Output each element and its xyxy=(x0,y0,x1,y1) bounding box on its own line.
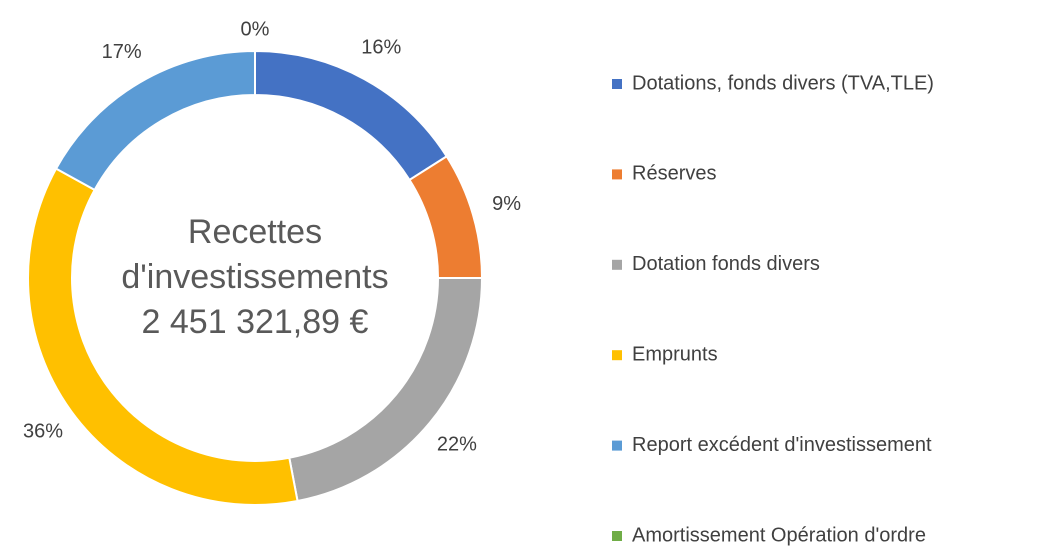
legend-marker xyxy=(612,259,622,270)
legend-label: Dotation fonds divers xyxy=(632,253,820,275)
data-label: 36% xyxy=(23,420,63,442)
donut-slice xyxy=(54,49,256,192)
legend-marker xyxy=(612,350,622,361)
center-text: Recettes xyxy=(188,213,322,251)
data-label: 16% xyxy=(361,37,401,59)
legend-label: Amortissement Opération d'ordre xyxy=(632,524,926,546)
legend-label: Dotations, fonds divers (TVA,TLE) xyxy=(632,72,934,94)
legend-label: Réserves xyxy=(632,163,716,185)
legend-marker xyxy=(612,79,622,89)
data-label: 17% xyxy=(102,41,142,63)
legend-marker xyxy=(612,169,622,180)
legend-marker xyxy=(612,531,622,541)
legend-label: Emprunts xyxy=(632,343,718,365)
center-text: d'investissements xyxy=(121,258,388,296)
data-label: 22% xyxy=(437,433,477,455)
legend-label: Report excédent d'investissement xyxy=(632,434,932,456)
donut-slice xyxy=(254,49,449,182)
center-text: 2 451 321,89 € xyxy=(142,303,369,341)
legend-marker xyxy=(612,440,622,451)
data-label: 9% xyxy=(492,193,521,215)
data-label: 0% xyxy=(241,18,270,40)
donut-slice xyxy=(408,154,484,279)
